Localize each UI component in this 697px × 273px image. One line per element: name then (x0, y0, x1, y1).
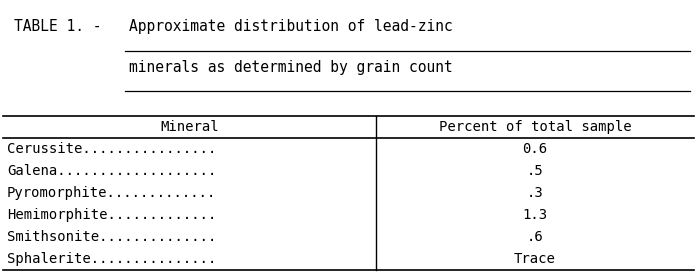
Text: Cerussite................: Cerussite................ (7, 142, 216, 156)
Text: Pyromorphite.............: Pyromorphite............. (7, 186, 216, 200)
Text: Hemimorphite.............: Hemimorphite............. (7, 208, 216, 222)
Text: .6: .6 (526, 230, 544, 244)
Text: .5: .5 (526, 164, 544, 178)
Text: Sphalerite...............: Sphalerite............... (7, 252, 216, 266)
Text: .3: .3 (526, 186, 544, 200)
Text: 1.3: 1.3 (522, 208, 548, 222)
Text: Approximate distribution of lead-zinc: Approximate distribution of lead-zinc (129, 19, 452, 34)
Text: 0.6: 0.6 (522, 142, 548, 156)
Text: minerals as determined by grain count: minerals as determined by grain count (129, 60, 452, 75)
Text: Mineral: Mineral (160, 120, 220, 134)
Text: Percent of total sample: Percent of total sample (438, 120, 631, 134)
Text: Trace: Trace (514, 252, 556, 266)
Text: Smithsonite..............: Smithsonite.............. (7, 230, 216, 244)
Text: Galena...................: Galena................... (7, 164, 216, 178)
Text: TABLE 1. -: TABLE 1. - (14, 19, 110, 34)
